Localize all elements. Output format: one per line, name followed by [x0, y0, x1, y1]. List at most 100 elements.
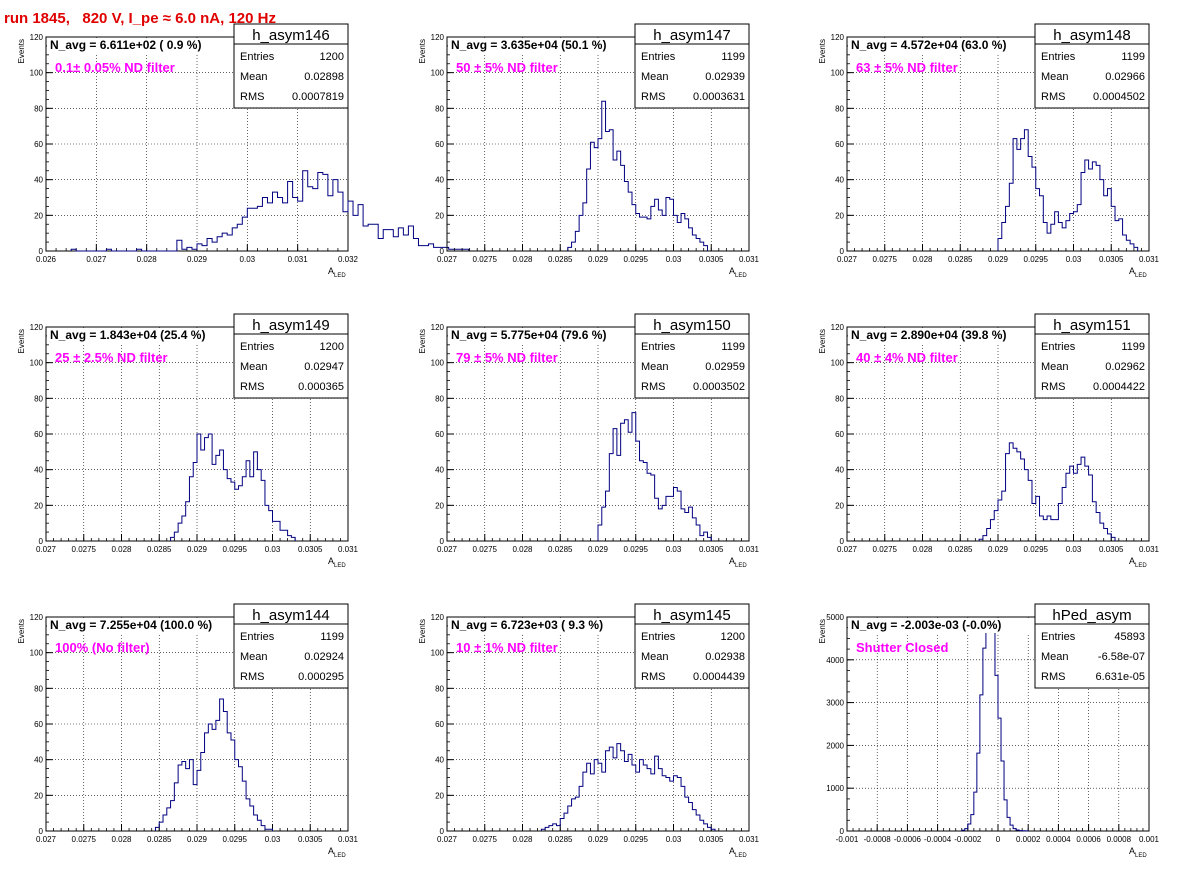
- stats-box: [634, 603, 750, 689]
- y-tick-label: 80: [34, 104, 43, 113]
- stats-label-mean: Mean: [240, 71, 268, 83]
- x-tick-label: 0.032: [338, 255, 359, 264]
- x-tick-label: 0.027: [86, 255, 107, 264]
- x-tick-label: 0.0006: [1076, 835, 1101, 844]
- y-tick-label: 60: [435, 430, 444, 439]
- x-tick-label: 0.027: [837, 255, 858, 264]
- stats-value-mean: 0.02962: [1105, 361, 1145, 373]
- x-axis-title: ALED: [729, 846, 747, 859]
- navg-label: N_avg = 7.255e+04 (100.0 %): [50, 618, 212, 632]
- stats-label-rms: RMS: [641, 381, 665, 393]
- y-tick-label: 20: [34, 791, 43, 800]
- stats-value-mean: 0.02898: [304, 71, 344, 83]
- y-tick-label: 100: [431, 359, 445, 368]
- y-tick-label: 40: [435, 756, 444, 765]
- stats-value-rms: 0.0007819: [292, 91, 344, 103]
- x-tick-label: 0.027: [36, 545, 57, 554]
- x-tick-label: 0.0305: [699, 545, 724, 554]
- y-tick-label: 120: [431, 33, 445, 42]
- x-tick-label: 0.03: [666, 835, 682, 844]
- y-tick-label: 80: [435, 104, 444, 113]
- histogram-series-h_asym147: [567, 100, 708, 251]
- x-tick-label: 0.028: [512, 835, 533, 844]
- y-axis-title: Events: [17, 39, 26, 63]
- stats-value-entries: 45893: [1114, 631, 1145, 643]
- y-tick-label: 60: [835, 430, 844, 439]
- y-tick-label: 80: [435, 684, 444, 693]
- stats-box: [634, 23, 750, 109]
- stats-label-rms: RMS: [1041, 381, 1065, 393]
- navg-label: N_avg = 2.890e+04 (39.8 %): [851, 328, 1006, 342]
- stats-title: h_asym144: [252, 607, 330, 624]
- y-tick-label: 60: [34, 140, 43, 149]
- stats-label-mean: Mean: [240, 361, 268, 373]
- stats-value-entries: 1199: [721, 341, 745, 353]
- stats-value-rms: 0.000295: [298, 671, 344, 683]
- x-tick-label: 0.0295: [1024, 255, 1049, 264]
- navg-box: [448, 328, 653, 343]
- x-tick-label: 0.028: [111, 835, 132, 844]
- navg-label: N_avg = 5.775e+04 (79.6 %): [451, 328, 606, 342]
- histogram-panel-h_asym151: 0.027 0.0275 0.028 0.0285 0.029 0.0295 0.03 0.0…: [818, 313, 1160, 569]
- y-tick-label: 40: [835, 176, 844, 185]
- y-tick-label: 20: [835, 501, 844, 510]
- x-tick-label: 0.027: [437, 545, 458, 554]
- histogram-series-h_asym145: [540, 743, 716, 831]
- stats-value-mean: -6.58e-07: [1098, 651, 1145, 663]
- navg-box: [848, 38, 1053, 53]
- stats-label-entries: Entries: [641, 51, 676, 63]
- stats-label-mean: Mean: [1041, 361, 1069, 373]
- y-tick-label: 100: [30, 649, 44, 658]
- navg-box: [848, 618, 1053, 633]
- navg-label: N_avg = -2.003e-03 (-0.0%): [851, 618, 1001, 632]
- y-tick-label: 0: [39, 247, 44, 256]
- stats-label-entries: Entries: [240, 631, 275, 643]
- stats-box: [233, 313, 349, 399]
- filter-annotation: 25 ± 2.5% ND filter: [55, 350, 168, 365]
- stats-value-mean: 0.02947: [304, 361, 344, 373]
- histogram-series-h_asym150: [597, 412, 712, 541]
- filter-annotation: 63 ± 5% ND filter: [856, 60, 958, 75]
- navg-box: [448, 38, 653, 53]
- filter-annotation: 100% (No filter): [55, 640, 150, 655]
- x-axis-title-sub: LED: [334, 563, 346, 569]
- stats-value-rms: 0.0004439: [693, 671, 745, 683]
- stats-title: h_asym149: [252, 317, 330, 334]
- x-tick-label: 0.0285: [948, 545, 973, 554]
- x-tick-label: 0.0295: [1024, 545, 1049, 554]
- y-tick-label: 20: [835, 211, 844, 220]
- y-tick-label: 2000: [826, 741, 844, 750]
- y-tick-label: 20: [34, 501, 43, 510]
- x-tick-label: 0.028: [912, 255, 933, 264]
- x-tick-label: 0.0295: [624, 835, 649, 844]
- stats-label-entries: Entries: [1041, 341, 1076, 353]
- x-axis-title-sub: LED: [1135, 563, 1147, 569]
- y-tick-label: 20: [435, 501, 444, 510]
- x-tick-label: 0.028: [111, 545, 132, 554]
- x-tick-label: 0.0004: [1046, 835, 1071, 844]
- histogram-series-h_asym144: [154, 698, 273, 831]
- stats-label-rms: RMS: [641, 91, 665, 103]
- filter-annotation: 50 ± 5% ND filter: [456, 60, 558, 75]
- stats-value-entries: 1199: [1121, 341, 1145, 353]
- x-axis-title: ALED: [1129, 556, 1147, 569]
- stats-value-entries: 1200: [721, 631, 745, 643]
- y-tick-label: 120: [831, 33, 845, 42]
- histogram-panel-h_asym150: 0.027 0.0275 0.028 0.0285 0.029 0.0295 0.03 0.0…: [418, 313, 760, 569]
- x-tick-label: 0.03: [240, 255, 256, 264]
- histogram-series-h_asym151: [978, 442, 1116, 541]
- x-tick-label: 0.0285: [147, 545, 172, 554]
- stats-label-mean: Mean: [641, 651, 669, 663]
- y-tick-label: 120: [831, 323, 845, 332]
- stats-box: [233, 23, 349, 109]
- x-tick-label: 0.029: [588, 545, 609, 554]
- x-tick-label: 0.031: [1139, 545, 1160, 554]
- stats-box: [1034, 313, 1150, 399]
- x-tick-label: 0.0295: [223, 835, 248, 844]
- stats-box: [1034, 23, 1150, 109]
- histogram-panel-h_asym149: 0.027 0.0275 0.028 0.0285 0.029 0.0295 0.03 0.0…: [17, 313, 359, 569]
- y-tick-label: 5000: [826, 613, 844, 622]
- x-tick-label: -0.0006: [894, 835, 922, 844]
- stats-title: h_asym150: [653, 317, 731, 334]
- y-tick-label: 100: [30, 359, 44, 368]
